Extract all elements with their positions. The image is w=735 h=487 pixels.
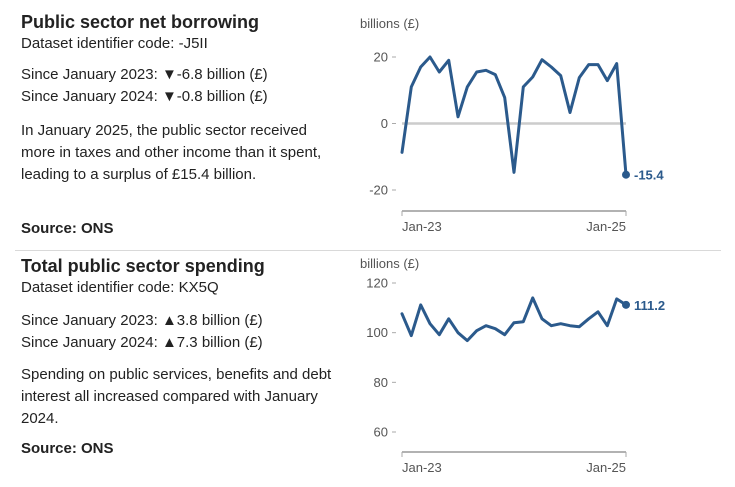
- dataset-code: Dataset identifier code: KX5Q: [21, 279, 219, 296]
- change-prefix: Since January 2023:: [21, 66, 162, 83]
- data-point: [578, 325, 581, 328]
- panel-title: Total public sector spending: [21, 256, 265, 276]
- arrow-down-icon: ▼: [161, 88, 177, 105]
- data-point: [438, 70, 441, 73]
- data-point: [522, 85, 525, 88]
- change-prefix: Since January 2023:: [21, 312, 162, 329]
- data-point: [494, 327, 497, 330]
- source-label: Source: ONS: [21, 440, 114, 457]
- data-point: [429, 56, 432, 59]
- data-point: [606, 79, 609, 82]
- panel-total-spending: Total public sector spending Dataset ide…: [0, 252, 735, 487]
- data-point: [410, 85, 413, 88]
- data-point: [615, 297, 618, 300]
- change-prefix: Since January 2024:: [21, 334, 162, 351]
- data-point: [531, 75, 534, 78]
- series-line: [400, 55, 628, 177]
- panel-net-borrowing: Public sector net borrowing Dataset iden…: [21, 12, 664, 237]
- data-point: [569, 111, 572, 114]
- change-list: Since January 2023: ▼-6.8 billion (£) Si…: [21, 64, 268, 108]
- change-since-2023: Since January 2023: ▲3.8 billion (£): [21, 310, 263, 332]
- end-point-marker: [622, 300, 630, 309]
- data-point: [550, 65, 553, 68]
- y-axis-unit-label: billions (£): [360, 16, 419, 31]
- change-since-2023: Since January 2023: ▼-6.8 billion (£): [21, 64, 268, 86]
- data-point: [559, 322, 562, 325]
- data-point: [513, 321, 516, 324]
- y-tick-label: 80: [374, 375, 388, 390]
- panel-description: In January 2025, the public sector recei…: [21, 122, 322, 183]
- data-point: [597, 310, 600, 313]
- data-point: [419, 303, 422, 306]
- y-tick-label: 0: [381, 116, 388, 131]
- y-tick-label: 120: [366, 276, 388, 291]
- data-point: [513, 171, 516, 174]
- y-tick-label: 100: [366, 325, 388, 340]
- data-point: [447, 59, 450, 62]
- data-point: [503, 333, 506, 336]
- data-point: [447, 317, 450, 320]
- data-point: [494, 73, 497, 76]
- data-point: [522, 320, 525, 323]
- data-point: [457, 115, 460, 118]
- data-point: [587, 63, 590, 66]
- end-value-label: 111.2: [634, 298, 665, 313]
- data-point: [475, 70, 478, 73]
- y-tick-label: 60: [374, 425, 388, 440]
- panel-description: Spending on public services, benefits an…: [21, 366, 332, 427]
- data-point: [569, 324, 572, 327]
- data-point: [419, 65, 422, 68]
- data-point: [466, 85, 469, 88]
- data-point: [429, 322, 432, 325]
- data-point: [541, 317, 544, 320]
- end-point-marker: [622, 170, 630, 179]
- net-borrowing-chart: billions (£) 20 0 -20 Jan-23 Jan-25 -15.4: [360, 16, 664, 234]
- data-point: [410, 334, 413, 337]
- change-since-2024: Since January 2024: ▼-0.8 billion (£): [21, 86, 268, 108]
- x-tick-label: Jan-23: [402, 219, 442, 234]
- y-axis-unit-label: billions (£): [360, 256, 419, 271]
- data-point: [457, 331, 460, 334]
- data-point: [438, 333, 441, 336]
- change-value: 3.8 billion (£): [176, 312, 263, 329]
- change-value: -0.8 billion (£): [176, 88, 268, 105]
- data-point: [559, 74, 562, 77]
- change-prefix: Since January 2024:: [21, 88, 162, 105]
- total-spending-chart: billions (£) 120 100 80 60 Jan-23 Jan-25 111.2: [360, 256, 665, 475]
- data-point: [531, 296, 534, 299]
- series-line: [400, 296, 628, 343]
- data-point: [485, 69, 488, 72]
- data-point: [541, 58, 544, 61]
- data-point: [466, 339, 469, 342]
- data-point: [503, 96, 506, 99]
- change-since-2024: Since January 2024: ▲7.3 billion (£): [21, 332, 263, 354]
- data-point: [615, 62, 618, 65]
- data-point: [587, 317, 590, 320]
- data-point: [485, 324, 488, 327]
- x-tick-label: Jan-23: [402, 460, 442, 475]
- panel-divider: [15, 250, 721, 251]
- data-point: [578, 76, 581, 79]
- data-point: [550, 324, 553, 327]
- end-value-label: -15.4: [634, 168, 664, 183]
- source-label: Source: ONS: [21, 220, 114, 237]
- y-tick-label: 20: [374, 50, 388, 65]
- change-value: 7.3 billion (£): [176, 334, 263, 351]
- data-point: [475, 329, 478, 332]
- arrow-up-icon: ▲: [161, 312, 177, 329]
- data-point: [606, 324, 609, 327]
- change-list: Since January 2023: ▲3.8 billion (£) Sin…: [21, 310, 263, 354]
- change-value: -6.8 billion (£): [176, 66, 268, 83]
- data-point: [401, 151, 404, 154]
- arrow-down-icon: ▼: [161, 66, 177, 83]
- x-tick-label: Jan-25: [586, 219, 626, 234]
- x-tick-label: Jan-25: [586, 460, 626, 475]
- dataset-code: Dataset identifier code: -J5II: [21, 35, 208, 52]
- y-tick-label: -20: [369, 183, 388, 198]
- panel-title: Public sector net borrowing: [21, 12, 260, 32]
- data-point: [597, 63, 600, 66]
- arrow-up-icon: ▲: [161, 334, 177, 351]
- data-point: [401, 312, 404, 315]
